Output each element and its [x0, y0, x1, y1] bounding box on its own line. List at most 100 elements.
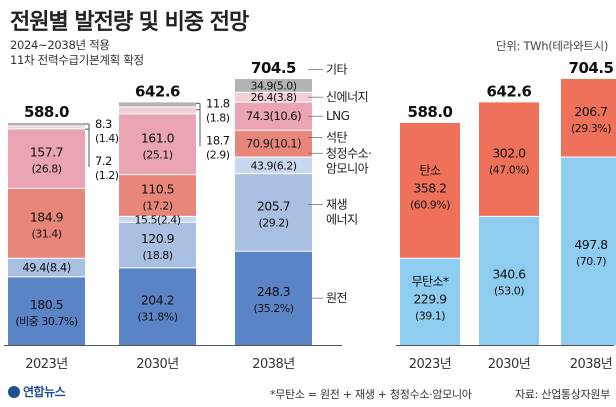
legend-renewable: 에너지 — [326, 212, 358, 226]
value-label-carbon_free: 497.8 — [574, 237, 608, 252]
logo-text: 연합뉴스 — [23, 385, 66, 399]
unit-label: 단위: TWh(테라와트시) — [495, 39, 608, 53]
share-label-nuclear: (31.8%) — [137, 310, 177, 323]
bar-renewable-0-1 — [119, 222, 196, 268]
share-label-lng: (26.8) — [31, 163, 61, 176]
bar-coal-0-0 — [8, 188, 85, 259]
share-label-lng: (25.1) — [142, 148, 172, 161]
share-label-carbon: (29.3%) — [571, 122, 611, 135]
value-label-carbon: 206.7 — [574, 104, 607, 119]
share-label-carbon_free: (53.0) — [494, 285, 524, 298]
value-label-lng: 161.0 — [141, 130, 175, 145]
share-label-carbon: (47.0%) — [489, 163, 529, 176]
footnote: *무탄소 = 원전 + 재생 + 청정수소·암모니아 — [270, 388, 472, 401]
bar-other-0-2 — [235, 79, 312, 93]
share-label-new-energy: (2.9) — [206, 148, 230, 161]
bar-lng-0-1 — [119, 113, 196, 175]
value-label-new-energy: 7.2 — [95, 154, 112, 168]
subtitle-line-1: 2024~2038년 적용 — [10, 38, 110, 52]
category-label: 2023년 — [409, 357, 452, 372]
share-label-other: (1.8) — [206, 111, 230, 124]
value-label-hydrogen: 15.5(2.4) — [134, 213, 180, 226]
share-label-renewable: (18.8) — [142, 249, 172, 262]
total-label: 704.5 — [569, 59, 614, 77]
legend-hydrogen: 암모니아 — [326, 161, 369, 175]
value-label-nuclear: 248.3 — [257, 284, 290, 299]
value-label-coal: 110.5 — [141, 182, 174, 197]
value-label-hydrogen: 43.9(6.2) — [250, 159, 296, 172]
share-label-coal: (31.4) — [31, 227, 61, 240]
subtitle-line-2: 11차 전력수급기본계획 확정 — [10, 53, 144, 67]
value-label-other: 8.3 — [95, 117, 112, 131]
bar-coal-0-2 — [235, 130, 312, 158]
total-label: 588.0 — [408, 103, 453, 121]
category-label: 2030년 — [136, 357, 179, 372]
page-title: 전원별 발전량 및 비중 전망 — [10, 10, 249, 35]
legend-lng: LNG — [326, 109, 350, 123]
legend-nuclear: 원전 — [326, 291, 347, 305]
series-name-carbon: 탄소 — [419, 164, 441, 178]
value-label-other: 11.8 — [206, 96, 230, 110]
bar-nuclear-0-0 — [8, 276, 85, 345]
share-label-new-energy: (1.2) — [95, 169, 119, 182]
category-label: 2023년 — [25, 357, 68, 372]
legend-other: 기타 — [326, 63, 348, 77]
bar-lng-0-2 — [235, 102, 312, 131]
legend-new_energy: 신에너지 — [326, 90, 368, 104]
value-label-other: 34.9(5.0) — [250, 80, 296, 93]
total-label: 704.5 — [251, 59, 296, 77]
share-label-carbon_free: (39.1) — [415, 310, 445, 323]
bar-carbon_free-1-0 — [400, 258, 460, 345]
value-label-carbon_free: 229.9 — [413, 292, 447, 307]
bar-nuclear-0-2 — [235, 251, 312, 345]
value-label-carbon: 302.0 — [492, 145, 526, 160]
bar-carbon_free-1-2 — [561, 157, 616, 345]
category-label: 2038년 — [570, 357, 613, 372]
bar-renewable-0-2 — [235, 173, 312, 252]
subtitle: 2024~2038년 적용 11차 전력수급기본계획 확정 — [10, 38, 144, 68]
bar-carbon-1-2 — [561, 79, 616, 158]
category-label: 2038년 — [252, 357, 295, 372]
bar-carbon-1-1 — [479, 102, 539, 217]
total-label: 588.0 — [24, 103, 69, 121]
bar-carbon_free-1-1 — [479, 216, 539, 345]
legend-hydrogen: 청정수소· — [326, 146, 371, 160]
share-label-other: (1.4) — [95, 132, 119, 145]
value-label-renewable: 120.9 — [141, 231, 175, 246]
bar-new_energy-0-0 — [8, 126, 85, 129]
bar-new_energy-0-2 — [235, 92, 312, 103]
value-label-nuclear: 180.5 — [30, 297, 63, 312]
value-label-renewable: 49.4(8.4) — [22, 261, 70, 275]
bar-renewable-0-0 — [8, 258, 85, 277]
share-label-coal: (17.2) — [142, 200, 172, 213]
value-label-coal: 70.9(10.1) — [246, 137, 301, 151]
value-label-lng: 157.7 — [30, 145, 63, 160]
bar-coal-0-1 — [119, 174, 196, 217]
value-label-lng: 74.3(10.6) — [246, 109, 301, 123]
bar-new_energy-0-1 — [119, 106, 196, 114]
logo-icon — [8, 386, 20, 398]
share-label-carbon: (60.9%) — [410, 199, 450, 212]
value-label-nuclear: 204.2 — [141, 292, 174, 307]
value-label-renewable: 205.7 — [257, 198, 290, 213]
series-name-carbon_free: 무탄소* — [411, 275, 449, 289]
total-label: 642.6 — [135, 82, 180, 100]
legend-renewable: 재생 — [326, 197, 347, 211]
bar-hydrogen-0-2 — [235, 157, 312, 174]
legend-coal: 석탄 — [326, 131, 348, 145]
bar-lng-0-0 — [8, 128, 85, 189]
bar-nuclear-0-1 — [119, 267, 196, 345]
total-label: 642.6 — [487, 82, 532, 100]
share-label-nuclear: (35.2%) — [253, 302, 293, 315]
value-label-new_energy: 26.4(3.8) — [250, 91, 296, 104]
value-label-carbon_free: 340.6 — [492, 267, 526, 282]
value-label-new-energy: 18.7 — [206, 133, 230, 147]
share-label-nuclear: (비중 30.7%) — [15, 315, 77, 328]
bar-carbon-1-0 — [400, 122, 460, 259]
bar-other-0-0 — [8, 122, 85, 127]
logo: 연합뉴스 — [8, 383, 66, 400]
source-label: 자료: 산업통상자원부 — [515, 388, 610, 401]
value-label-carbon: 358.2 — [413, 181, 446, 196]
bar-other-0-1 — [119, 102, 196, 107]
